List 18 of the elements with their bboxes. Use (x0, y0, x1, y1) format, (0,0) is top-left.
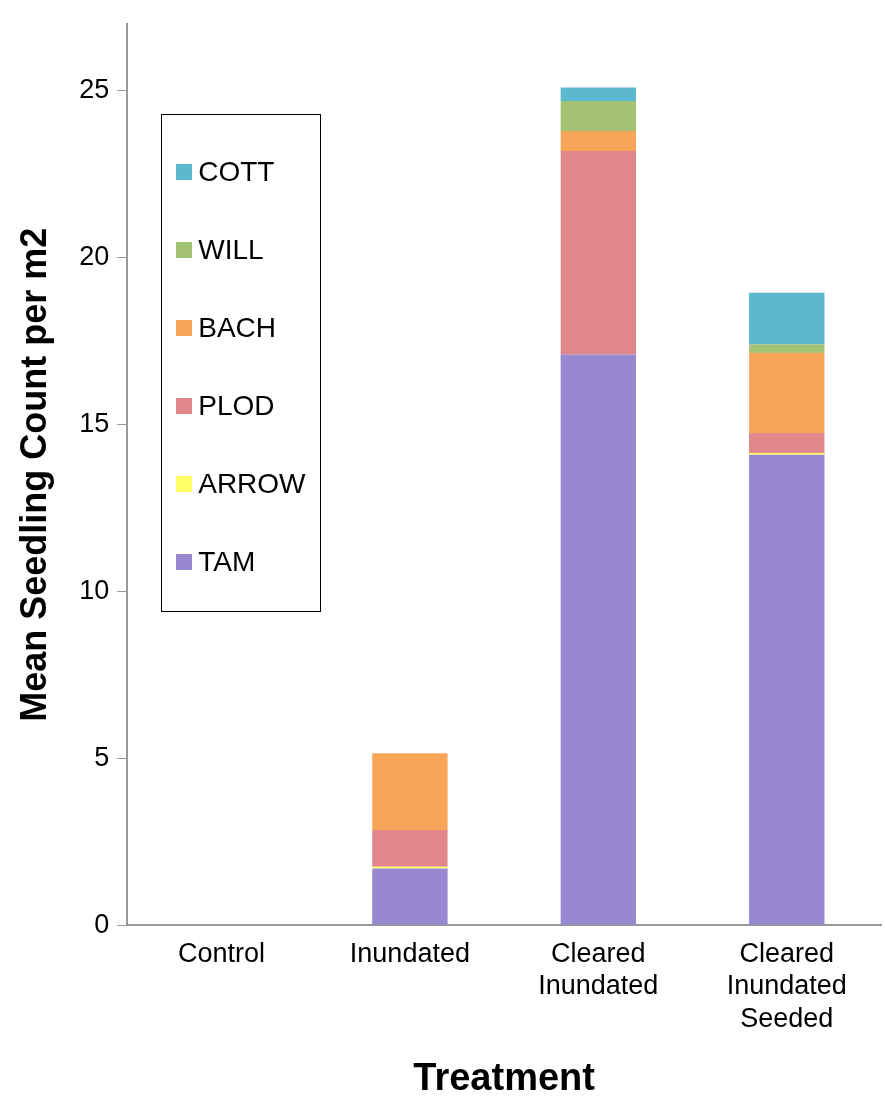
y-tick-label: 20 (79, 241, 110, 272)
legend-label: COTT (198, 156, 275, 189)
legend-label: WILL (198, 234, 264, 267)
x-axis-title: Treatment (413, 1055, 596, 1098)
x-tick-label: Cleared Inundated Seeded (726, 937, 847, 1033)
y-tick-label: 5 (94, 741, 110, 772)
y-axis-title: Mean Seedling Count per m2 (12, 227, 54, 722)
y-tick-label: 25 (79, 74, 110, 105)
legend-label: TAM (198, 546, 256, 579)
x-tick-label: Cleared Inundated (538, 937, 659, 1001)
legend-label: ARROW (198, 468, 306, 501)
legend-label: PLOD (198, 390, 275, 423)
y-tick-label: 0 (94, 908, 110, 939)
y-tick-label: 10 (79, 574, 110, 605)
x-tick-label: Control (177, 937, 265, 968)
x-tick-label: Inundated (349, 937, 470, 968)
y-tick-label: 15 (79, 408, 110, 439)
legend-label: BACH (198, 312, 277, 345)
